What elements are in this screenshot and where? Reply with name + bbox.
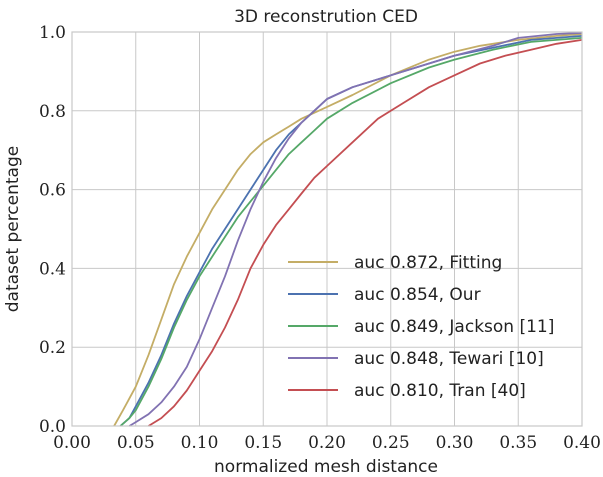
x-tick-label: 0.00: [53, 433, 91, 453]
series-line-4: [148, 39, 583, 427]
grid: [71, 31, 583, 427]
x-tick-label: 0.25: [372, 433, 410, 453]
legend-label-2: auc 0.849, Jackson [11]: [354, 317, 554, 337]
y-tick-label: 1.0: [39, 23, 66, 43]
legend-label-1: auc 0.854, Our: [354, 285, 481, 305]
legend-label-4: auc 0.810, Tran [40]: [354, 381, 526, 401]
x-tick-label: 0.10: [181, 433, 219, 453]
series-line-0: [113, 33, 583, 427]
x-tick-label: 0.35: [499, 433, 537, 453]
chart-title: 3D reconstrution CED: [234, 7, 418, 27]
plot-frame: [71, 31, 583, 427]
x-tick-label: 0.30: [436, 433, 474, 453]
series-lines: [113, 31, 583, 427]
x-tick-labels: 0.00 0.05 0.10 0.15 0.20 0.25 0.30 0.35 0.40: [53, 433, 601, 453]
legend-label-3: auc 0.848, Tewari [10]: [354, 349, 544, 369]
y-tick-labels: 0.0 0.2 0.4 0.6 0.8 1.0: [39, 23, 66, 437]
y-axis-label: dataset percentage: [3, 146, 23, 312]
y-tick-label: 0.6: [39, 181, 66, 201]
y-tick-label: 0.2: [39, 338, 66, 358]
y-tick-label: 0.0: [39, 417, 66, 437]
x-tick-label: 0.40: [563, 433, 601, 453]
x-axis-label: normalized mesh distance: [214, 457, 438, 477]
x-tick-label: 0.15: [244, 433, 282, 453]
legend-label-0: auc 0.872, Fitting: [354, 253, 502, 273]
series-line-3: [128, 31, 583, 427]
y-tick-label: 0.8: [39, 102, 66, 122]
y-tick-label: 0.4: [39, 259, 66, 279]
x-tick-label: 0.20: [308, 433, 346, 453]
x-tick-label: 0.05: [117, 433, 155, 453]
series-line-2: [119, 37, 583, 427]
legend: auc 0.872, Fitting auc 0.854, Our auc 0.84…: [288, 253, 554, 401]
